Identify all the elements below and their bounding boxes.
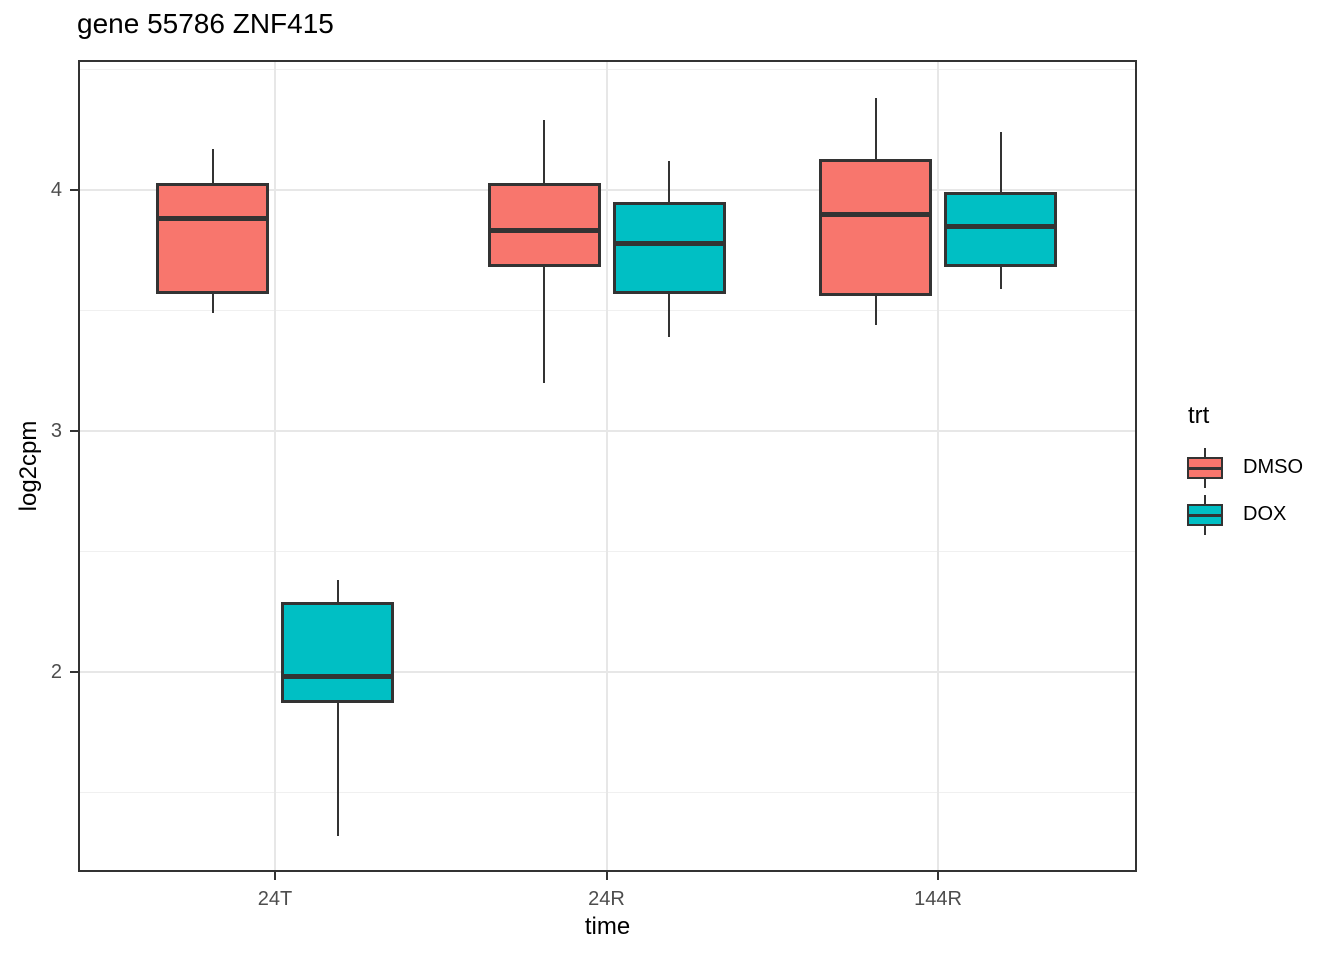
whisker-upper: [874, 98, 877, 159]
box: [612, 202, 726, 294]
x-tick-label: 24R: [588, 888, 625, 910]
x-tick-mark: [274, 872, 276, 880]
gridline-y-major: [78, 189, 1137, 191]
legend-entries: DMSO DOX: [1187, 444, 1303, 538]
gridline-y-major: [78, 671, 1137, 673]
chart-title: gene 55786 ZNF415: [77, 8, 334, 39]
median-line: [281, 674, 394, 680]
legend-key-median: [1187, 513, 1223, 517]
gridline-x-major: [937, 60, 939, 872]
whisker-lower: [668, 293, 670, 337]
gridline-x-major: [605, 60, 608, 872]
legend-label: DMSO: [1243, 456, 1303, 478]
legend-label: DOX: [1243, 503, 1287, 525]
whisker-lower: [543, 267, 545, 383]
box: [281, 602, 394, 704]
legend-key-boxplot-icon: [1187, 447, 1223, 488]
gridline-y-minor: [78, 792, 1137, 793]
box: [156, 182, 269, 294]
whisker-upper: [211, 149, 214, 183]
legend-title: trt: [1188, 402, 1210, 429]
median-line: [819, 211, 932, 217]
y-tick-label: 4: [50, 179, 62, 201]
x-tick-mark: [605, 872, 608, 880]
gridline-y-minor: [78, 551, 1137, 552]
median-line: [156, 216, 269, 222]
y-tick-mark: [70, 671, 78, 673]
x-tick-label: 24T: [257, 888, 293, 910]
y-tick-label: 3: [50, 420, 62, 442]
whisker-upper: [999, 132, 1002, 193]
y-tick-mark: [70, 430, 78, 432]
median-line: [612, 240, 726, 246]
gridline-y-major: [78, 430, 1137, 432]
whisker-lower: [999, 267, 1002, 289]
whisker-lower: [874, 296, 877, 325]
x-axis-title: time: [584, 913, 631, 940]
legend: trt DMSO DOX: [1187, 402, 1303, 538]
legend-entry-dox: DOX: [1187, 491, 1303, 538]
y-axis-title: log2cpm: [15, 420, 42, 512]
box: [487, 182, 601, 268]
whisker-upper: [543, 120, 545, 183]
whisker-lower: [336, 703, 339, 836]
plot-panel: 2 3 4 24T 24R 144R: [51, 60, 1137, 910]
legend-key-median: [1187, 466, 1223, 470]
whisker-upper: [336, 580, 339, 603]
whisker-upper: [668, 161, 670, 203]
median-line: [944, 223, 1057, 229]
whisker-lower: [211, 293, 214, 313]
legend-key-boxplot-icon: [1187, 494, 1223, 535]
median-line: [487, 228, 601, 234]
y-tick-label: 2: [50, 661, 62, 683]
box: [819, 158, 932, 297]
gridline-y-minor: [78, 69, 1137, 70]
gridline-y-minor: [78, 310, 1137, 311]
x-tick-mark: [937, 872, 939, 880]
legend-entry-dmso: DMSO: [1187, 444, 1303, 491]
gridline-x-major: [274, 60, 276, 872]
y-tick-mark: [70, 189, 78, 191]
box: [944, 192, 1057, 268]
x-tick-label: 144R: [914, 888, 962, 910]
